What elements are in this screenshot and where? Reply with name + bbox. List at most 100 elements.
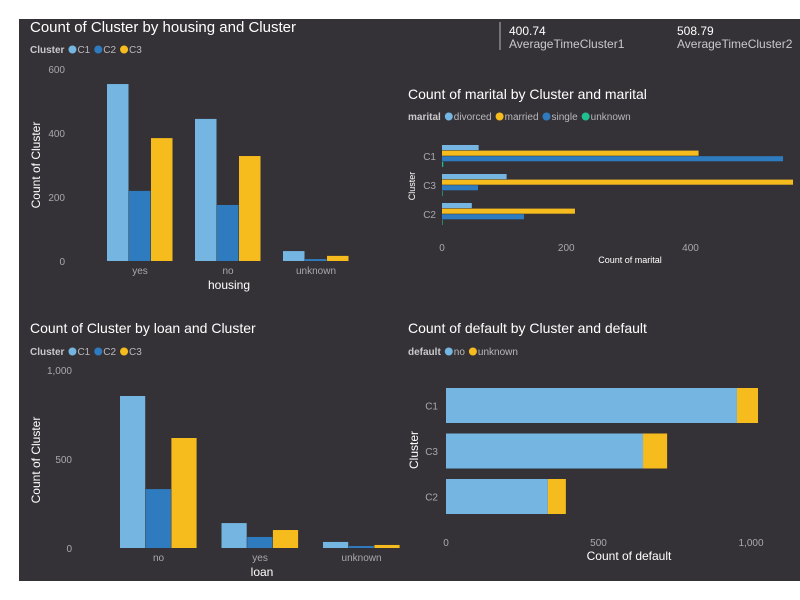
marital-legend-marker-single	[542, 112, 551, 121]
loan-x-tick: unknown	[342, 553, 382, 564]
loan-y-tick: 0	[66, 544, 72, 555]
loan-bar-no-C2	[145, 489, 171, 548]
marital-y-axis-title: Cluster	[407, 172, 417, 201]
loan-bar-yes-C1	[221, 523, 247, 548]
default-bar-C2-unknown	[547, 479, 566, 514]
marital-bar-C3-married	[442, 179, 793, 185]
housing-x-tick: unknown	[296, 266, 336, 277]
default-bar-C2-no	[446, 479, 548, 514]
marital-bar-C2-unknown	[442, 219, 443, 225]
default-bar-C3-no	[446, 433, 644, 469]
loan-chart-title: Count of Cluster by loan and Cluster	[30, 320, 256, 336]
default-y-tick: C1	[425, 402, 438, 413]
loan-bar-unknown-C2	[348, 546, 374, 548]
kpi-value-1: 400.74	[509, 24, 546, 38]
marital-legend-marker-divorced	[444, 112, 453, 121]
marital-legend-marker-unknown	[581, 112, 590, 121]
housing-legend-item-C2: C2	[103, 45, 116, 56]
loan-legend-title: Cluster	[30, 347, 65, 358]
housing-bar-unknown-C2	[305, 259, 327, 261]
housing-y-axis-title: Count of Cluster	[29, 122, 43, 209]
default-x-tick: 0	[443, 538, 449, 549]
marital-x-tick: 400	[682, 243, 699, 254]
housing-x-tick: no	[222, 266, 234, 277]
loan-legend-marker-C1	[68, 347, 77, 356]
loan-y-tick: 1,000	[47, 366, 72, 377]
housing-y-tick: 200	[48, 193, 65, 204]
loan-bar-yes-C3	[272, 530, 299, 548]
default-y-tick: C2	[425, 493, 438, 504]
loan-bar-unknown-C3	[374, 544, 400, 548]
default-legend-item-unknown: unknown	[478, 347, 518, 358]
loan-x-tick: no	[153, 553, 165, 564]
dashboard-canvas	[19, 19, 800, 581]
loan-bar-no-C1	[120, 395, 146, 548]
default-bar-C1-unknown	[736, 388, 759, 423]
default-legend-title: default	[408, 347, 441, 358]
loan-legend-item-C3: C3	[129, 347, 142, 358]
loan-legend-item-C2: C2	[103, 347, 116, 358]
kpi-label-1: AverageTimeCluster1	[509, 37, 625, 51]
housing-bar-no-C1	[195, 118, 217, 261]
default-legend-marker-unknown	[468, 347, 477, 356]
marital-legend-item-single: single	[552, 112, 579, 123]
marital-legend-marker-married	[495, 112, 504, 121]
housing-bar-no-C3	[239, 156, 261, 261]
default-x-tick: 1,000	[738, 538, 763, 549]
marital-y-tick: C1	[423, 152, 436, 163]
default-x-axis-title: Count of default	[587, 549, 672, 563]
marital-bar-C1-married	[442, 150, 699, 156]
loan-x-tick: yes	[252, 553, 268, 564]
housing-x-tick: yes	[132, 266, 148, 277]
housing-legend-marker-C1	[68, 45, 77, 54]
housing-y-tick: 0	[59, 257, 65, 268]
default-bar-C3-unknown	[643, 433, 668, 469]
loan-bar-yes-C2	[247, 536, 273, 548]
housing-bar-yes-C2	[129, 190, 151, 261]
marital-bar-C2-single	[442, 214, 525, 220]
loan-y-tick: 500	[55, 455, 72, 466]
housing-legend-title: Cluster	[30, 45, 65, 56]
default-x-tick: 500	[590, 538, 607, 549]
kpi-value-2: 508.79	[677, 24, 714, 38]
default-legend-marker-no	[444, 347, 453, 356]
loan-y-axis-title: Count of Cluster	[29, 417, 43, 504]
marital-bar-C2-divorced	[442, 203, 472, 209]
loan-legend-item-C1: C1	[77, 347, 90, 358]
marital-legend-item-unknown: unknown	[591, 112, 631, 123]
kpi-label-2: AverageTimeCluster2	[677, 37, 793, 51]
marital-bar-C1-divorced	[442, 145, 479, 151]
housing-legend-marker-C3	[120, 45, 129, 54]
housing-bar-yes-C3	[151, 138, 173, 261]
housing-bar-unknown-C3	[327, 255, 349, 261]
default-legend-item-no: no	[454, 347, 466, 358]
housing-legend-item-C1: C1	[77, 45, 90, 56]
housing-chart-title: Count of Cluster by housing and Cluster	[30, 19, 296, 36]
marital-bar-C3-single	[442, 185, 479, 191]
housing-legend-marker-C2	[94, 45, 103, 54]
loan-bar-unknown-C1	[323, 541, 349, 548]
housing-x-axis-title: housing	[208, 278, 250, 292]
marital-legend-title: marital	[408, 112, 441, 123]
loan-legend-marker-C3	[120, 347, 129, 356]
default-y-tick: C3	[425, 447, 438, 458]
loan-x-axis-title: loan	[251, 565, 274, 579]
marital-bar-C2-married	[442, 208, 575, 214]
marital-x-tick: 0	[439, 243, 445, 254]
marital-bar-C1-single	[442, 156, 784, 162]
housing-legend-item-C3: C3	[129, 45, 142, 56]
marital-x-axis-title: Count of marital	[598, 255, 662, 265]
housing-bar-unknown-C1	[283, 251, 305, 261]
default-bar-C1-no	[446, 388, 737, 423]
marital-chart-title: Count of marital by Cluster and marital	[408, 86, 647, 102]
default-chart-title: Count of default by Cluster and default	[408, 320, 647, 336]
marital-y-tick: C3	[423, 181, 436, 192]
housing-bar-no-C2	[217, 205, 239, 261]
housing-y-tick: 400	[48, 129, 65, 140]
loan-legend-marker-C2	[94, 347, 103, 356]
marital-bar-C3-unknown	[442, 190, 443, 196]
marital-legend-item-married: married	[505, 112, 539, 123]
loan-bar-no-C3	[171, 437, 197, 548]
housing-y-tick: 600	[48, 65, 65, 76]
